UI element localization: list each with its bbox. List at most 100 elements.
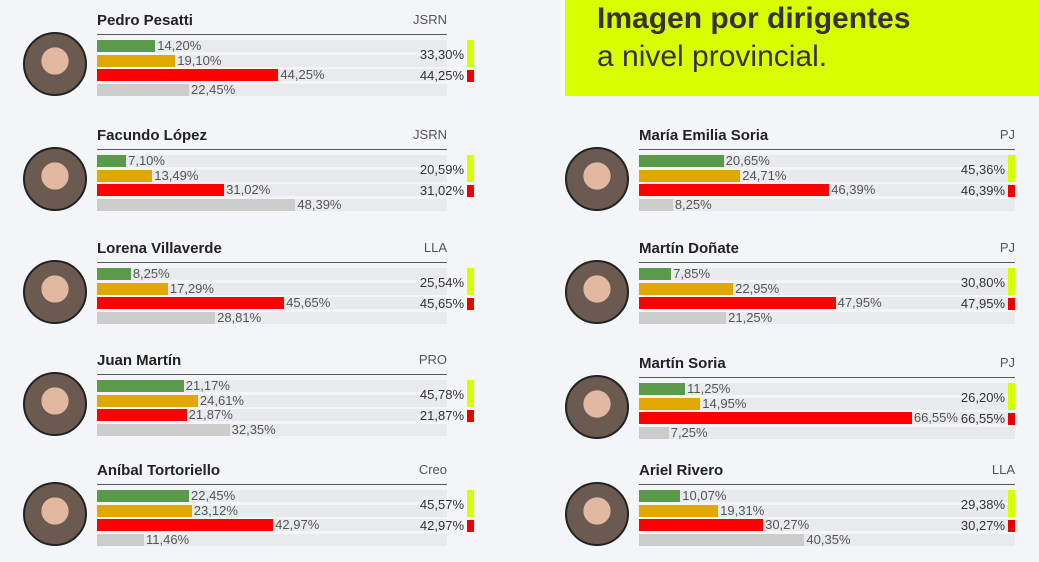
bar-regular [639,504,719,517]
candidate-photo [23,147,87,211]
bar-regular [97,394,198,407]
bar-value-label: 7,10% [128,153,165,168]
candidate-card: María Emilia Soria PJ 20,65% 24,71% 46,3… [542,127,1035,227]
divider [639,377,1015,378]
negative-total: 21,87% [419,408,464,423]
bar-track [639,268,1015,280]
bar-value-label: 19,10% [177,52,222,68]
bar-regular [639,282,734,295]
bar-value-label: 22,45% [191,488,236,503]
bar-unknown [639,533,805,546]
bar-track [97,268,447,280]
candidate-card: Juan Martín PRO 21,17% 24,61% 21,87% 32,… [0,352,474,452]
divider [639,484,1015,485]
bar-value-label: 7,25% [670,424,708,440]
bar-track [97,519,447,531]
positive-total: 45,36% [960,162,1005,177]
bar-positive [639,490,681,502]
bar-track [97,83,447,96]
bar-negative [97,297,285,309]
bar-value-label: 46,39% [831,182,876,197]
bar-unknown [97,311,216,324]
divider [639,262,1015,263]
bar-unknown [639,311,727,324]
bar-regular [97,504,192,517]
image-positive-indicator [467,40,474,67]
bar-value-label: 30,27% [765,517,810,532]
bar-negative [639,412,912,424]
bar-value-label: 66,55% [913,410,958,425]
bar-track [639,412,1015,424]
candidate-photo [565,260,629,324]
candidate-photo [565,482,629,546]
bar-track [97,533,447,546]
bar-track [639,490,1015,502]
bar-positive [97,380,184,392]
title-banner: Imagen por dirigentes a nivel provincial… [565,0,1039,96]
bar-value-label: 8,25% [132,266,170,281]
candidate-photo [23,260,87,324]
bar-positive [97,40,156,52]
bar-value-label: 11,25% [687,381,731,396]
negative-total: 42,97% [419,518,464,533]
bar-negative [639,519,764,531]
bar-regular [97,282,168,295]
image-negative-indicator [467,298,474,310]
image-negative-indicator [1008,185,1015,197]
image-positive-indicator [1008,155,1015,182]
image-negative-indicator [467,70,474,82]
image-negative-indicator [1008,298,1015,310]
bar-track [639,297,1015,309]
bar-unknown [97,533,144,546]
image-negative-indicator [467,520,474,532]
party-label: PJ [999,355,1015,370]
negative-total: 45,65% [419,296,464,311]
bar-value-label: 23,12% [193,502,238,518]
bar-track [639,184,1015,196]
bar-value-label: 14,20% [157,38,202,53]
negative-total: 30,27% [960,518,1005,533]
negative-total: 66,55% [960,411,1005,426]
bar-positive [97,155,127,167]
bar-positive [97,490,190,502]
bar-negative [97,409,187,421]
bar-value-label: 45,65% [286,295,331,310]
bar-track [639,504,1015,517]
bar-value-label: 20,65% [725,153,770,168]
bar-track [639,155,1015,167]
bar-track [97,198,447,211]
bar-unknown [97,83,190,96]
bar-track [97,282,447,295]
bar-value-label: 10,07% [682,488,727,503]
bar-track [97,184,447,196]
image-positive-indicator [467,380,474,407]
divider [97,484,447,485]
positive-total: 25,54% [419,275,464,290]
positive-total: 45,78% [419,387,464,402]
candidate-photo [565,147,629,211]
bar-unknown [639,198,673,211]
bar-value-label: 13,49% [154,167,199,183]
positive-total: 20,59% [419,162,464,177]
candidate-photo [23,482,87,546]
divider [97,149,447,150]
bar-track [97,169,447,182]
candidate-name: María Emilia Soria [639,127,769,144]
candidate-card: Aníbal Tortoriello Creo 22,45% 23,12% 42… [0,462,474,562]
bar-value-label: 44,25% [280,67,325,82]
bar-value-label: 22,95% [735,280,780,296]
bar-value-label: 22,45% [191,81,236,97]
party-label: PJ [999,240,1015,255]
image-negative-indicator [467,185,474,197]
bar-value-label: 21,17% [185,378,230,393]
party-label: LLA [423,240,447,255]
candidate-photo [23,372,87,436]
bar-regular [97,169,153,182]
divider [97,262,447,263]
bar-track [97,297,447,309]
bar-positive [97,268,131,280]
candidate-name: Aníbal Tortoriello [97,462,221,479]
positive-total: 30,80% [960,275,1005,290]
bar-track [97,490,447,502]
divider [97,34,447,35]
